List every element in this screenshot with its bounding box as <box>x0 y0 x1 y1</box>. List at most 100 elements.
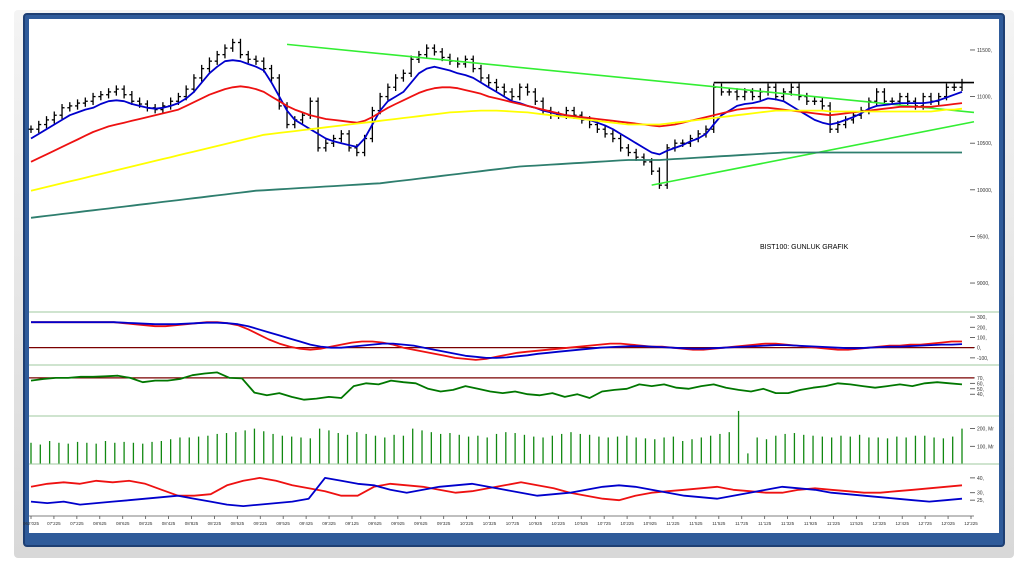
ohlc-bar <box>237 38 243 59</box>
y-tick-label: 40, <box>977 392 984 398</box>
x-tick-label: 07’225 <box>47 521 61 526</box>
ohlc-bar <box>98 90 104 101</box>
x-tick-label: 11’525 <box>712 521 726 526</box>
ohlc-bar <box>346 130 352 152</box>
series-line-3 <box>30 107 963 192</box>
ohlc-bar <box>486 74 492 87</box>
ohlc-bar <box>230 38 236 52</box>
ohlc-bar <box>525 83 531 96</box>
y-tick-label: 300, <box>977 315 987 321</box>
x-tick-label: 10’325 <box>483 521 497 526</box>
price-panel: 11500, 11000, 10500, 10000, 9500, 9000, <box>28 38 992 287</box>
ohlc-bar <box>51 111 57 124</box>
ohlc-bar <box>509 88 515 101</box>
ohlc-bar <box>602 125 608 138</box>
x-tick-label: 09’625 <box>368 521 382 526</box>
y-tick-label: 9000, <box>977 281 990 287</box>
y-tick-label: 30, <box>977 491 984 497</box>
x-tick-label: 09’525 <box>276 521 290 526</box>
y-tick-label: 70, <box>977 376 984 382</box>
x-tick-label: 08’825 <box>185 521 199 526</box>
y-tick-label: 10500, <box>977 141 992 147</box>
x-tick-label: 10’225 <box>620 521 634 526</box>
ohlc-bar <box>28 125 34 133</box>
ohlc-bar <box>276 74 282 110</box>
ohlc-bar <box>819 97 825 110</box>
x-tick-label: 11’525 <box>850 521 864 526</box>
ohlc-bar <box>82 97 88 107</box>
ohlc-bar <box>191 74 197 93</box>
ohlc-bar <box>385 83 391 101</box>
ohlc-bar <box>323 139 329 152</box>
ohlc-bar <box>951 83 957 91</box>
x-tick-label: 12’025 <box>941 521 955 526</box>
x-tick-label: 10’925 <box>643 521 657 526</box>
ohlc-bar <box>67 102 73 112</box>
ohlc-bar <box>470 55 476 73</box>
y-tick-label: 10000, <box>977 188 992 194</box>
ohlc-bar <box>338 130 344 143</box>
ohlc-bar <box>214 50 220 65</box>
y-tick-label: 0, <box>977 346 981 352</box>
y-tick-label: 100, <box>977 335 987 341</box>
ohlc-bar <box>610 130 616 143</box>
y-tick-label: 25, <box>977 498 984 504</box>
x-tick-label: 11’325 <box>781 521 795 526</box>
series-line-2 <box>31 321 963 359</box>
ohlc-bar <box>424 44 430 59</box>
y-tick-label: 11500, <box>977 48 992 54</box>
ohlc-bar <box>494 78 499 91</box>
y-tick-label: 200, <box>977 325 987 331</box>
x-tick-label: 07’225 <box>70 521 84 526</box>
x-tick-label: 10’525 <box>574 521 588 526</box>
ohlc-bar <box>773 83 779 101</box>
y-tick-label: 60, <box>977 381 984 387</box>
ohlc-bar <box>222 44 228 59</box>
plot-area <box>29 19 974 533</box>
ohlc-bar <box>827 102 833 133</box>
ohlc-bar <box>300 111 306 124</box>
x-tick-label: 11’225 <box>827 521 841 526</box>
x-tick-label: 08’625 <box>116 521 130 526</box>
oscillator-panel-2: 70,60,50,40, <box>29 364 999 401</box>
ohlc-bar <box>90 92 96 105</box>
x-tick-label: 11’925 <box>804 521 818 526</box>
x-tick-label: 09’625 <box>414 521 428 526</box>
ohlc-bar <box>649 158 655 175</box>
y-tick-label: 11000, <box>977 95 992 101</box>
ohlc-bar <box>253 55 259 65</box>
x-tick-label: 08’625 <box>93 521 107 526</box>
x-tick-label: 11’525 <box>689 521 703 526</box>
x-tick-label: 09’425 <box>299 521 313 526</box>
ohlc-bar <box>726 88 732 96</box>
ohlc-bar <box>113 85 119 96</box>
right-axis-strip <box>974 19 999 533</box>
chart-annotation: BIST100: GUNLUK GRAFIK <box>760 244 849 251</box>
x-tick-label: 10’925 <box>529 521 543 526</box>
ohlc-bar <box>400 69 406 82</box>
ohlc-bar <box>478 64 484 82</box>
ohlc-bar <box>245 50 251 64</box>
x-tick-label: 12’325 <box>873 521 887 526</box>
y-tick-label: 50, <box>977 387 984 393</box>
ohlc-bar <box>121 85 127 99</box>
trendline <box>286 43 975 114</box>
series-line-2 <box>30 476 963 508</box>
trendline <box>651 120 975 186</box>
x-tick-label: 08’625 <box>231 521 245 526</box>
ohlc-bar <box>734 88 740 101</box>
x-tick-label: 10’725 <box>597 521 611 526</box>
ohlc-bar <box>315 97 321 152</box>
ohlc-bar <box>269 64 275 82</box>
x-tick-label: 12’725 <box>918 521 932 526</box>
ohlc-bar <box>532 88 538 105</box>
ohlc-bar <box>618 134 624 152</box>
x-tick-label: 10’225 <box>552 521 566 526</box>
x-axis: 062’025 07’225 07’225 08’625 08’625 08’225 08’… <box>23 515 978 526</box>
oscillator-panel-3: 40, 30,25, <box>29 463 999 508</box>
y-tick-label: 9500, <box>977 234 990 240</box>
oscillator-panel-1: 300, 200, 100, 0, -100, <box>29 311 999 362</box>
x-tick-label: 062’025 <box>23 521 40 526</box>
ohlc-bar <box>75 99 81 110</box>
x-tick-label: 12’225 <box>964 521 978 526</box>
